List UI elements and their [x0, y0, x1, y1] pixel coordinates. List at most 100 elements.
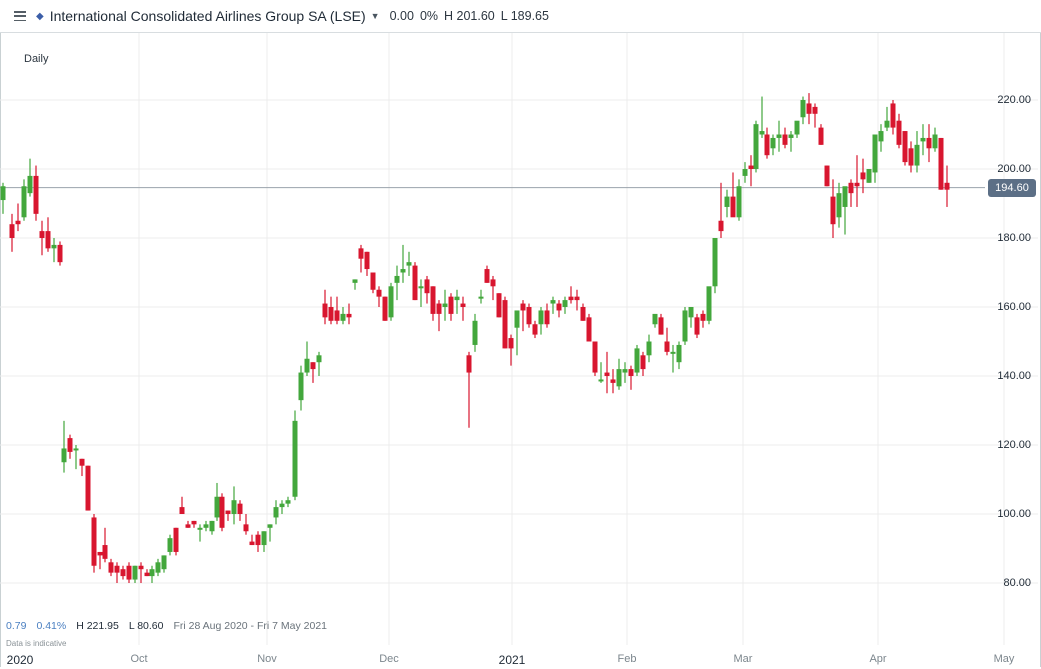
candle — [179, 496, 185, 514]
candle — [108, 558, 114, 577]
candle — [902, 131, 908, 166]
y-tick-label: 100.00 — [997, 508, 1031, 520]
candle — [225, 510, 231, 521]
candle — [676, 341, 682, 370]
candle — [718, 182, 724, 238]
candle — [782, 127, 788, 149]
candle — [884, 106, 890, 132]
candle — [682, 307, 688, 345]
candle — [562, 296, 568, 314]
candle — [532, 320, 538, 339]
candle — [724, 189, 730, 218]
candle — [9, 213, 15, 252]
candle — [770, 134, 776, 156]
candle — [914, 131, 920, 173]
candle — [340, 307, 346, 325]
y-tick-label: 140.00 — [997, 370, 1031, 382]
current-price-tag: 194.60 — [988, 178, 1036, 197]
candle — [526, 303, 532, 328]
candle — [622, 362, 628, 383]
candle — [273, 500, 279, 525]
chart-header: ◆ International Consolidated Airlines Gr… — [0, 0, 1041, 33]
candle — [466, 351, 472, 428]
data-disclaimer: Data is indicative — [6, 639, 67, 648]
candle — [472, 313, 478, 352]
candle — [634, 344, 640, 376]
candle — [598, 362, 604, 383]
x-tick-label: Apr — [869, 653, 887, 665]
hamburger-menu-icon[interactable] — [14, 11, 26, 21]
candle — [860, 158, 866, 194]
candle — [944, 165, 950, 207]
x-tick-label: Nov — [257, 653, 277, 665]
candle — [694, 313, 700, 339]
candle — [418, 279, 424, 307]
x-tick-label: Feb — [617, 653, 637, 665]
candle — [753, 120, 759, 173]
candle — [496, 293, 502, 318]
candle — [658, 313, 664, 335]
candle — [219, 493, 225, 532]
header-change: 0.00 — [389, 9, 414, 23]
candle — [412, 262, 418, 301]
candle — [568, 286, 574, 304]
candle — [454, 289, 460, 314]
candle — [388, 282, 394, 321]
range-low: L 80.60 — [128, 620, 164, 632]
interval-label: Daily — [24, 53, 49, 65]
candle — [132, 565, 138, 583]
candle — [197, 524, 203, 542]
candle — [866, 169, 872, 183]
candlestick-chart[interactable] — [0, 33, 1041, 645]
instrument-name[interactable]: International Consolidated Airlines Grou… — [49, 8, 366, 24]
candle — [79, 458, 85, 477]
range-stats: 0.79 0.41% H 221.95 L 80.60 Fri 28 Aug 2… — [6, 620, 327, 632]
candle — [203, 520, 209, 532]
candle — [316, 351, 322, 376]
y-tick-label: 220.00 — [997, 94, 1031, 106]
tag-icon: ◆ — [36, 10, 44, 22]
candle — [788, 131, 794, 152]
candle — [358, 244, 364, 273]
candle — [730, 172, 736, 218]
candle — [706, 286, 712, 325]
candle — [155, 558, 161, 577]
candle — [364, 251, 370, 276]
range-change: 0.79 — [6, 620, 27, 632]
candle — [478, 289, 484, 304]
candle — [748, 155, 754, 187]
candle — [759, 96, 765, 138]
candle — [424, 275, 430, 304]
candle — [267, 524, 273, 542]
candle — [261, 531, 267, 552]
candle — [400, 244, 406, 283]
candle — [376, 286, 382, 307]
candle — [39, 220, 45, 256]
candle — [149, 565, 155, 583]
header-change-pct: 0% — [419, 9, 439, 23]
y-tick-label: 160.00 — [997, 301, 1031, 313]
candle — [0, 182, 6, 214]
x-tick-label: 2020 — [6, 653, 34, 667]
candle — [520, 300, 526, 332]
candle — [502, 296, 508, 349]
candle — [67, 434, 73, 459]
candle — [574, 289, 580, 311]
candle — [231, 486, 237, 525]
candle — [430, 286, 436, 321]
header-low: L 189.65 — [500, 9, 549, 23]
candle — [161, 555, 167, 573]
candle — [872, 134, 878, 183]
candle — [237, 500, 243, 521]
candle — [209, 520, 215, 535]
chevron-down-icon[interactable]: ▼ — [370, 11, 380, 21]
candle — [173, 527, 179, 556]
x-tick-label: 2021 — [498, 653, 526, 667]
candle — [890, 100, 896, 135]
candle — [304, 341, 310, 376]
candle — [848, 179, 854, 207]
candle — [185, 520, 191, 528]
candle — [21, 179, 27, 221]
candle — [214, 482, 220, 521]
candle — [334, 296, 340, 325]
